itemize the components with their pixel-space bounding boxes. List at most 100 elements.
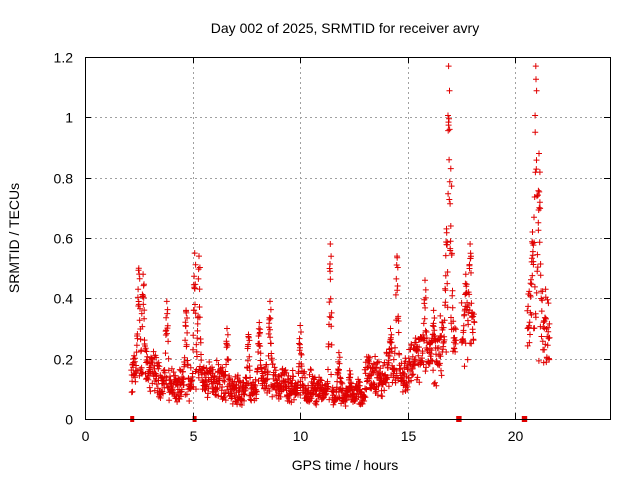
data-point xyxy=(468,253,474,260)
data-point xyxy=(526,288,533,295)
data-point xyxy=(244,343,251,350)
data-point xyxy=(536,188,543,195)
y-tick-label: 0.6 xyxy=(54,231,74,247)
data-point xyxy=(192,301,198,308)
data-point xyxy=(445,127,452,134)
data-point xyxy=(371,368,378,374)
y-tick-label: 1.2 xyxy=(54,50,74,66)
data-point xyxy=(196,253,202,260)
data-point xyxy=(164,322,171,329)
data-point xyxy=(147,388,154,395)
data-point xyxy=(375,382,382,389)
data-point xyxy=(536,150,542,157)
data-point xyxy=(346,374,352,381)
data-point xyxy=(243,385,249,392)
data-point xyxy=(225,357,232,364)
data-point xyxy=(271,364,278,371)
data-point xyxy=(255,378,262,384)
data-point xyxy=(140,301,147,308)
data-point xyxy=(193,386,199,393)
grid-layer xyxy=(85,57,610,419)
data-point xyxy=(394,283,401,289)
data-point xyxy=(191,250,198,257)
data-point xyxy=(533,157,540,164)
data-point xyxy=(246,337,253,344)
data-point xyxy=(318,377,325,384)
data-point xyxy=(326,313,333,320)
data-point xyxy=(537,261,544,267)
data-point xyxy=(132,355,138,362)
data-point xyxy=(533,166,540,173)
data-point xyxy=(192,281,199,288)
data-point xyxy=(194,353,200,360)
data-point xyxy=(538,333,545,340)
data-point xyxy=(183,391,190,398)
data-point xyxy=(429,322,436,329)
data-point xyxy=(257,326,264,333)
data-point xyxy=(193,341,200,348)
data-point xyxy=(543,315,549,322)
data-point xyxy=(266,388,273,394)
data-point xyxy=(470,337,477,344)
data-point xyxy=(267,326,273,333)
data-point xyxy=(527,293,534,300)
data-point xyxy=(298,351,305,358)
data-point xyxy=(396,351,403,358)
data-point xyxy=(184,329,191,336)
data-point xyxy=(546,320,553,327)
data-point xyxy=(468,300,475,307)
y-tick-label: 1 xyxy=(65,110,73,126)
data-point xyxy=(348,380,355,387)
data-point xyxy=(202,387,209,394)
data-point xyxy=(213,357,220,364)
data-point xyxy=(263,361,270,368)
data-point xyxy=(546,356,553,363)
data-point xyxy=(307,366,314,373)
data-point xyxy=(142,345,149,352)
data-point xyxy=(395,318,402,324)
data-point xyxy=(296,335,303,342)
data-point xyxy=(339,380,346,387)
data-point xyxy=(451,345,458,352)
data-point xyxy=(257,343,264,350)
data-point xyxy=(442,287,449,294)
data-point xyxy=(213,386,220,393)
data-point xyxy=(527,331,533,338)
data-point xyxy=(330,389,337,396)
data-point xyxy=(147,364,154,371)
data-point xyxy=(392,291,399,298)
data-point xyxy=(448,314,454,321)
data-point xyxy=(130,359,137,366)
data-point xyxy=(146,384,153,391)
data-point xyxy=(462,271,469,278)
data-point xyxy=(194,327,201,334)
data-point xyxy=(172,372,179,379)
data-point xyxy=(445,63,452,70)
data-point xyxy=(415,352,422,359)
data-point xyxy=(529,229,536,235)
data-point xyxy=(150,348,157,355)
data-point xyxy=(362,394,369,401)
data-point xyxy=(336,366,342,373)
chart-title: Day 002 of 2025, SRMTID for receiver avr… xyxy=(211,20,479,36)
data-point xyxy=(431,327,438,334)
data-point xyxy=(140,271,147,278)
data-point xyxy=(537,272,544,279)
data-point xyxy=(183,341,190,348)
data-point xyxy=(326,396,333,403)
data-point xyxy=(163,298,170,305)
data-point xyxy=(184,315,190,321)
data-point xyxy=(162,350,169,357)
data-point xyxy=(253,388,260,395)
data-point xyxy=(386,338,393,345)
data-point xyxy=(214,385,221,392)
data-point xyxy=(441,317,448,324)
data-point xyxy=(215,361,222,368)
data-point xyxy=(460,322,467,329)
data-point xyxy=(241,397,247,404)
data-point xyxy=(416,379,423,386)
data-point xyxy=(446,126,453,133)
data-point xyxy=(241,391,248,398)
data-point xyxy=(165,355,172,362)
data-point xyxy=(160,390,166,397)
